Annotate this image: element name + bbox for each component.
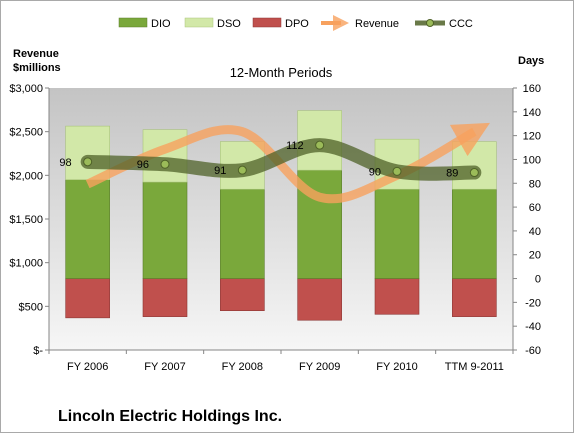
right-tick-label: 80 — [529, 178, 541, 190]
right-tick-label: -20 — [525, 297, 541, 309]
ccc-data-label: 96 — [137, 159, 149, 171]
dpo-bar — [65, 278, 110, 319]
left-tick-label: $1,000 — [9, 258, 43, 270]
x-tick-label: FY 2010 — [376, 361, 417, 373]
right-tick-label: 40 — [529, 226, 541, 238]
right-axis-title: Days — [518, 55, 544, 67]
ccc-data-label: 90 — [369, 166, 381, 178]
right-tick-label: 100 — [523, 154, 541, 166]
dpo-bar — [220, 278, 265, 311]
right-tick-label: 140 — [523, 107, 541, 119]
left-tick-label: $500 — [19, 301, 43, 313]
legend-label-ccc: CCC — [449, 18, 473, 30]
right-tick-label: 160 — [523, 83, 541, 95]
x-tick-label: TTM 9-2011 — [445, 361, 504, 373]
ccc-point — [237, 165, 247, 175]
right-tick-label: -40 — [525, 321, 541, 333]
chart-title: 12-Month Periods — [230, 65, 333, 80]
x-tick-label: FY 2006 — [67, 361, 108, 373]
legend-swatch-dio — [118, 17, 148, 28]
right-tick-label: 0 — [535, 274, 541, 286]
axes: $- $500 $1,000 $1,500 $2,000 $2,500 $3,000 -60 -… — [9, 83, 541, 373]
legend: DIO DSO DPO Revenue CCC — [118, 15, 473, 31]
left-tick-label: $3,000 — [9, 83, 43, 95]
left-axis-title-line1: Revenue — [13, 48, 59, 60]
dso-bar — [452, 141, 497, 190]
x-tick-label: FY 2007 — [144, 361, 185, 373]
dio-bar — [220, 188, 265, 279]
legend-label-revenue: Revenue — [355, 18, 399, 30]
left-tick-label: $1,500 — [9, 214, 43, 226]
dio-bar — [452, 188, 497, 279]
ccc-data-label: 112 — [286, 140, 304, 152]
ccc-point — [160, 159, 170, 169]
legend-swatch-dpo — [252, 17, 282, 28]
ccc-line — [80, 138, 482, 181]
legend-label-dso: DSO — [217, 18, 241, 30]
ccc-data-label: 89 — [446, 168, 458, 180]
legend-swatch-dso — [184, 17, 214, 28]
company-name: Lincoln Electric Holdings Inc. — [58, 408, 282, 425]
x-tick-label: FY 2009 — [299, 361, 340, 373]
dpo-bar — [452, 278, 497, 317]
ccc-data-label: 98 — [59, 157, 71, 169]
ccc-point — [392, 166, 402, 176]
x-tick-label: FY 2008 — [222, 361, 263, 373]
dio-bar — [374, 188, 420, 279]
dpo-bar — [297, 278, 342, 321]
legend-marker-ccc — [426, 19, 434, 27]
lines — [80, 122, 491, 204]
left-tick-label: $- — [33, 345, 43, 357]
dpo-bar — [374, 278, 420, 315]
right-tick-label: 120 — [523, 131, 541, 143]
left-tick-label: $2,500 — [9, 127, 43, 139]
ccc-point — [83, 157, 93, 167]
ccc-data-label: 91 — [214, 165, 226, 177]
dpo-bar — [142, 278, 188, 317]
dio-bar — [65, 179, 110, 279]
legend-label-dpo: DPO — [285, 18, 309, 30]
dio-bar — [142, 181, 188, 279]
data-labels: 98 96 91 112 90 89 — [59, 140, 458, 179]
dso-bar — [65, 125, 110, 181]
plot-area — [49, 88, 513, 350]
left-tick-label: $2,000 — [9, 170, 43, 182]
right-tick-label: 60 — [529, 202, 541, 214]
left-axis-title-line2: $millions — [13, 62, 61, 74]
ccc-point — [315, 140, 325, 150]
right-tick-label: 20 — [529, 250, 541, 262]
right-tick-label: -60 — [525, 345, 541, 357]
legend-label-dio: DIO — [151, 18, 171, 30]
ccc-point — [469, 168, 479, 178]
